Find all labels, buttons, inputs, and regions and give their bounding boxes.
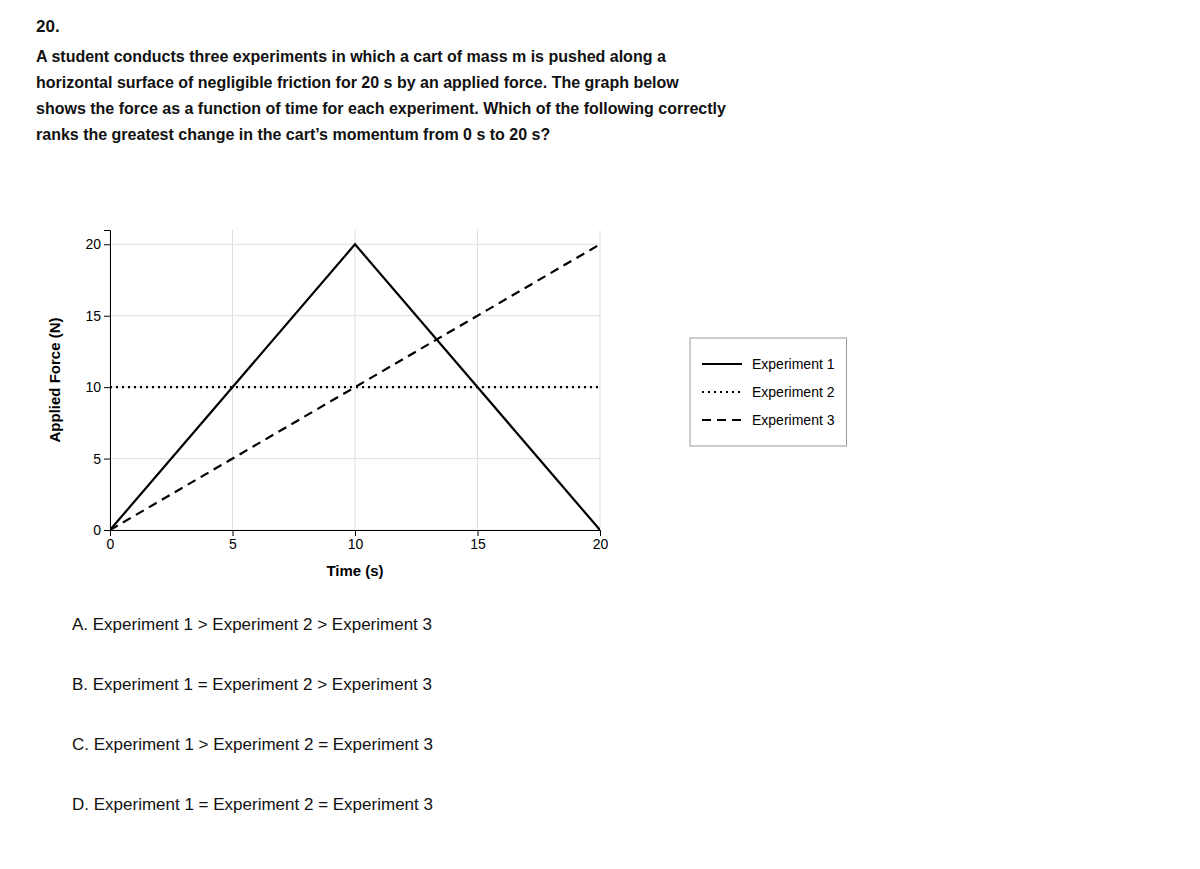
x-tick-label: 15 (470, 536, 486, 552)
y-tick-label: 10 (85, 379, 101, 395)
y-tick-label: 0 (93, 522, 101, 538)
y-tick: 5 (93, 451, 110, 467)
grid-line-y (110, 458, 600, 459)
subtitle-line: shows the force as a function of time fo… (36, 100, 726, 117)
legend-box (690, 338, 846, 446)
x-tick-label: 10 (348, 536, 364, 552)
legend-label: Experiment 2 (752, 384, 835, 400)
x-axis-label: Time (s) (326, 562, 383, 579)
grid (110, 230, 600, 530)
y-tick-mark (104, 530, 110, 531)
legend-label: Experiment 3 (752, 412, 835, 428)
y-tick-mark (104, 244, 110, 245)
legend-swatch (702, 363, 742, 365)
y-tick-mark (104, 316, 110, 317)
series-line (110, 244, 600, 530)
y-tick: 0 (93, 522, 110, 538)
series-line (110, 244, 600, 530)
y-tick: 20 (85, 236, 110, 252)
x-tick: 5 (229, 530, 237, 552)
x-tick-label: 20 (593, 536, 609, 552)
legend-swatch (702, 391, 742, 393)
legend-swatch (702, 419, 742, 421)
x-tick: 10 (348, 530, 364, 552)
lines (110, 244, 600, 530)
answer-choice: B. Experiment 1 = Experiment 2 > Experim… (72, 675, 432, 694)
x-axis: 0 5 10 15 20 (107, 530, 609, 552)
subtitle-line: ranks the greatest change in the cart’s … (36, 126, 550, 143)
chart: 20. A student conducts three experiments … (0, 0, 1200, 869)
answer-choice: D. Experiment 1 = Experiment 2 = Experim… (72, 795, 433, 814)
grid-line-x (355, 230, 356, 530)
subtitle-line: horizontal surface of negligible frictio… (36, 74, 679, 91)
legend-label: Experiment 1 (752, 356, 835, 372)
x-tick: 15 (470, 530, 486, 552)
y-axis-line (104, 231, 111, 531)
answer-choice: C. Experiment 1 > Experiment 2 = Experim… (72, 735, 433, 754)
y-tick-mark (104, 387, 110, 388)
y-tick-label: 15 (85, 308, 101, 324)
answer-choice: A. Experiment 1 > Experiment 2 > Experim… (72, 615, 432, 634)
subtitle: A student conducts three experiments in … (36, 48, 726, 143)
grid-line-x (600, 230, 601, 530)
y-axis: 0 5 10 15 20 (85, 231, 110, 538)
y-tick: 15 (85, 308, 110, 324)
grid-line-x (477, 230, 478, 530)
x-tick: 0 (107, 530, 115, 552)
y-tick: 10 (85, 379, 110, 395)
x-tick: 20 (593, 530, 609, 552)
grid-line-x (232, 230, 233, 530)
series-line (110, 386, 600, 388)
x-tick-label: 0 (107, 536, 115, 552)
title: 20. (36, 17, 60, 36)
x-tick-label: 5 (229, 536, 237, 552)
subtitle-line: A student conducts three experiments in … (36, 48, 666, 65)
grid-line-y (110, 315, 600, 316)
y-tick-label: 5 (93, 451, 101, 467)
legend: Experiment 1 Experiment 2 Experiment 3 (690, 338, 846, 446)
y-tick-mark (104, 459, 110, 460)
y-tick-label: 20 (85, 236, 101, 252)
grid-line-y (110, 387, 600, 388)
y-axis-label: Applied Force (N) (46, 317, 63, 442)
